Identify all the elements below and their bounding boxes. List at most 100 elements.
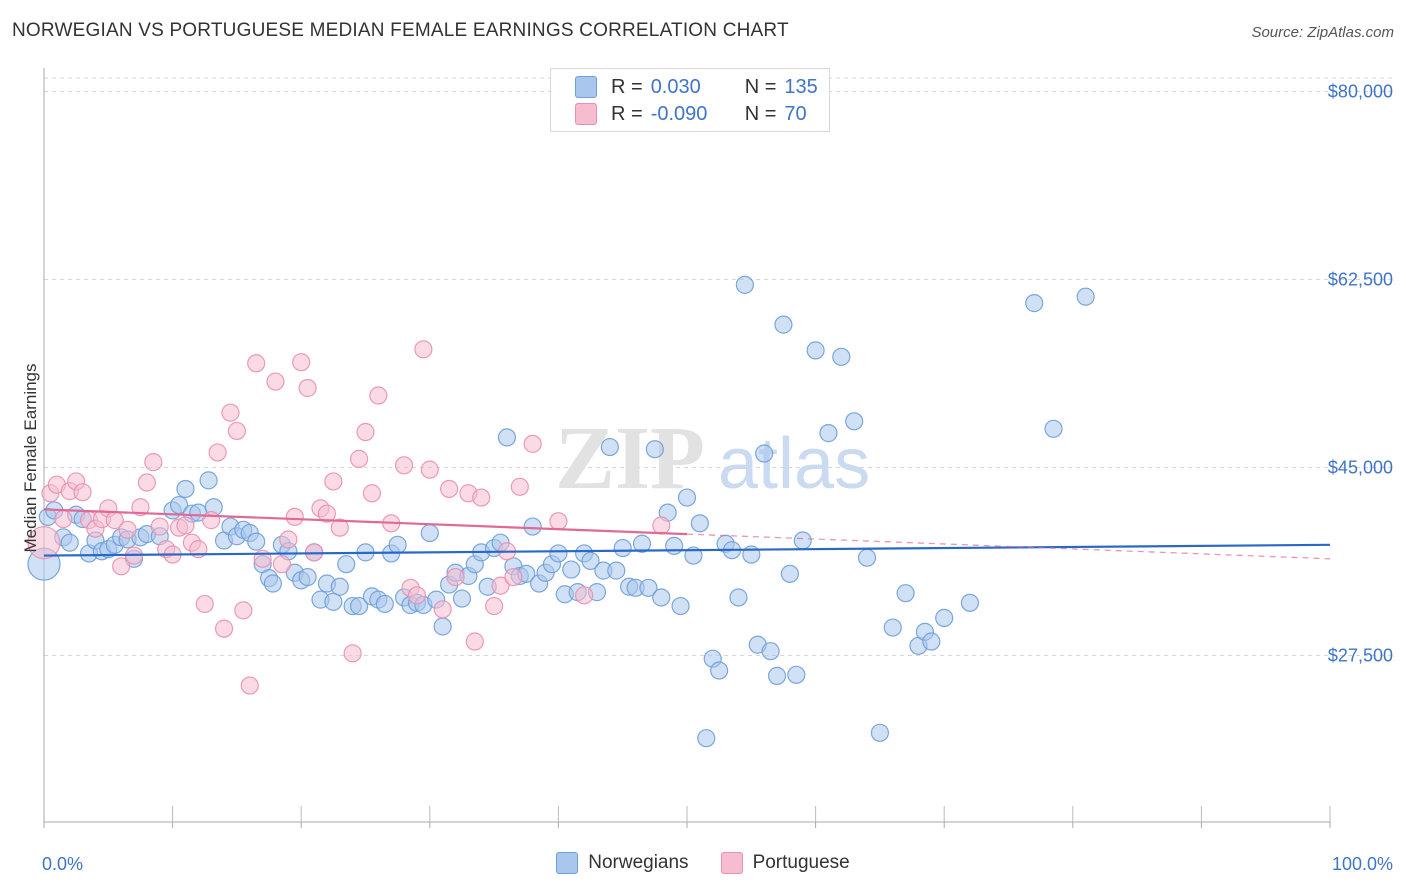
norwegians-point: [600, 437, 619, 457]
portuguese-point: [369, 386, 388, 405]
norwegians-point: [755, 444, 774, 463]
portuguese-point: [227, 421, 246, 441]
portuguese-point: [272, 555, 292, 574]
chart-title: NORWEGIAN VS PORTUGUESE MEDIAN FEMALE EA…: [12, 20, 789, 41]
norwegians-point: [806, 341, 825, 360]
chart-source: Source: ZipAtlas.com: [1251, 24, 1394, 41]
portuguese-point: [214, 619, 234, 638]
portuguese-point: [247, 354, 266, 373]
portuguese-point: [240, 676, 259, 695]
norwegians-trend-line: [43, 543, 1331, 557]
portuguese-point: [439, 479, 459, 499]
norwegians-point: [684, 546, 703, 565]
portuguese-point: [343, 644, 362, 663]
data-points: [27, 275, 1095, 748]
norwegians-point: [298, 567, 317, 587]
grid-lines: [44, 77, 1392, 656]
legend-r-label: R =: [611, 75, 643, 98]
portuguese-point: [176, 516, 195, 535]
norwegians-point: [761, 642, 780, 661]
norwegians-point: [819, 424, 838, 443]
portuguese-point: [407, 586, 427, 605]
legend-label-portuguese: Portuguese: [752, 852, 850, 873]
norwegians-point: [632, 534, 652, 553]
norwegians-point: [677, 488, 697, 507]
legend-r-label: R =: [611, 102, 643, 125]
legend-row-portuguese: R = -0.090 N = 70: [575, 101, 824, 127]
norwegians-point: [652, 588, 671, 607]
norwegians-point: [774, 315, 793, 334]
legend-item-norwegians[interactable]: Norwegians: [556, 852, 689, 874]
norwegians-point: [607, 561, 626, 580]
norwegians-point: [388, 535, 407, 554]
portuguese-point: [362, 484, 382, 503]
x-tick-label-max: 100.0%: [1332, 854, 1393, 874]
portuguese-point: [195, 594, 214, 614]
norwegians-point: [549, 544, 568, 563]
norwegians-point: [690, 514, 709, 533]
portuguese-point: [504, 567, 523, 587]
norwegians-point: [645, 440, 664, 459]
trend-lines: [43, 508, 1331, 560]
norwegians-point: [767, 666, 787, 685]
portuguese-point: [394, 456, 414, 475]
norwegians-point: [1076, 287, 1095, 306]
norwegians-point: [729, 588, 748, 607]
legend-n-value: 135: [784, 75, 818, 98]
portuguese-point: [491, 576, 510, 595]
norwegians-point: [883, 618, 902, 637]
norwegians-point: [562, 560, 581, 579]
portuguese-point: [137, 473, 156, 492]
portuguese-point: [549, 512, 568, 531]
norwegians-point: [896, 584, 915, 603]
portuguese-point: [266, 372, 285, 391]
series-legend: Norwegians Portuguese: [0, 852, 1406, 874]
norwegians-point: [710, 661, 729, 680]
norwegians-point: [735, 275, 754, 294]
legend-r-value: -0.090: [650, 102, 708, 125]
norwegians-point: [1044, 419, 1063, 438]
portuguese-point: [465, 632, 484, 651]
norwegians-point: [263, 574, 283, 593]
portuguese-point: [202, 511, 221, 530]
portuguese-point: [27, 526, 61, 560]
legend-item-portuguese[interactable]: Portuguese: [720, 852, 850, 874]
norwegians-point: [780, 564, 799, 583]
norwegians-point: [176, 479, 195, 499]
norwegians-point: [960, 593, 980, 612]
legend-row-norwegians: R = 0.030 N = 135: [575, 74, 824, 100]
portuguese-point: [317, 504, 337, 523]
portuguese-point: [131, 498, 150, 517]
portuguese-trend-extension: [686, 533, 1331, 560]
portuguese-point: [298, 378, 317, 398]
y-tick-label: $62,500: [1328, 269, 1393, 289]
norwegians-point: [581, 551, 600, 571]
norwegians-point: [337, 555, 356, 574]
norwegians-point: [330, 577, 349, 596]
portuguese-point: [652, 516, 671, 535]
norwegians-point: [497, 428, 517, 447]
y-tick-label: $80,000: [1328, 81, 1393, 101]
portuguese-point: [510, 477, 529, 496]
norwegians-point: [523, 517, 542, 536]
norwegians-point: [787, 665, 806, 684]
legend-label-norwegians: Norwegians: [588, 852, 689, 873]
norwegians-point: [793, 531, 812, 550]
legend-swatch-norwegians: [556, 852, 579, 874]
norwegians-point: [324, 592, 343, 611]
portuguese-point: [330, 518, 349, 537]
legend-swatch-blue: [575, 76, 597, 98]
portuguese-point: [324, 472, 343, 491]
portuguese-point: [73, 483, 92, 502]
legend-n-label: N =: [744, 75, 777, 98]
norwegians-point: [433, 617, 452, 636]
y-tick-label: $27,500: [1328, 645, 1393, 665]
portuguese-point: [54, 509, 73, 529]
norwegians-point: [671, 596, 690, 616]
legend-n-value: 70: [784, 102, 807, 125]
portuguese-point: [221, 403, 240, 422]
norwegians-point: [857, 548, 877, 567]
portuguese-point: [523, 434, 542, 453]
legend-n-label: N =: [744, 102, 777, 125]
